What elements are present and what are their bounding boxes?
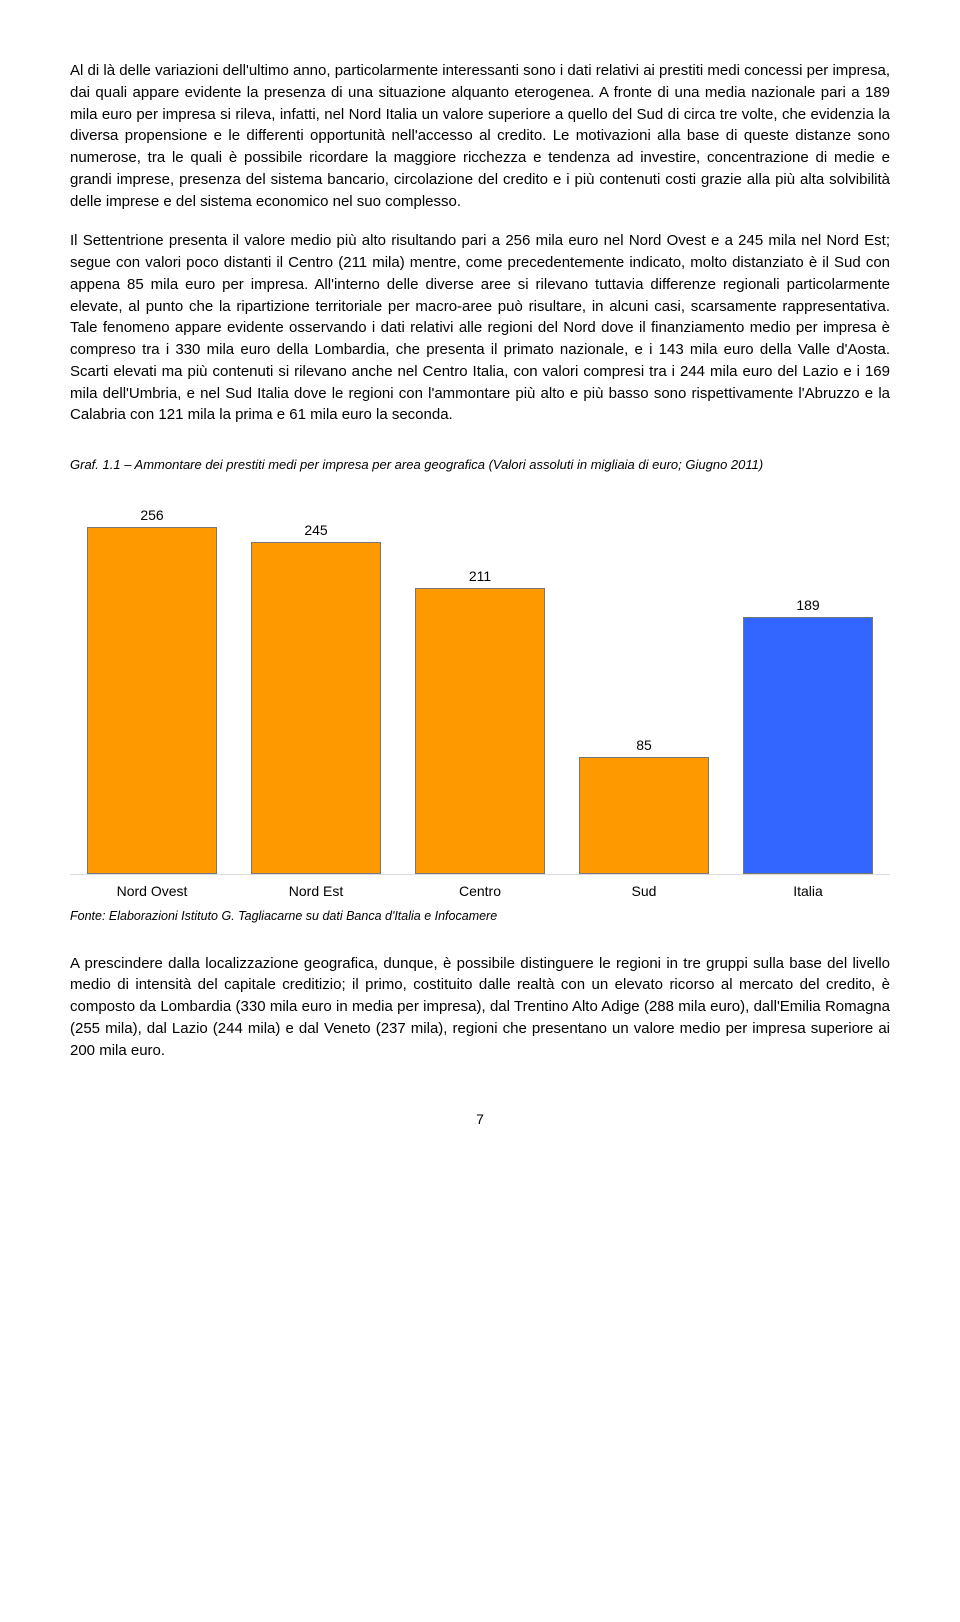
bar-column: 245 <box>234 522 398 874</box>
bar <box>743 617 873 873</box>
chart-caption: Graf. 1.1 – Ammontare dei prestiti medi … <box>70 456 890 474</box>
axis-category-label: Nord Ovest <box>70 883 234 899</box>
bar-column: 256 <box>70 507 234 874</box>
chart-source: Fonte: Elaborazioni Istituto G. Tagliaca… <box>70 909 890 923</box>
bar-column: 189 <box>726 597 890 873</box>
bar <box>415 588 545 874</box>
bar-value-label: 245 <box>304 522 327 538</box>
axis-category-label: Centro <box>398 883 562 899</box>
bar-column: 211 <box>398 568 562 874</box>
bar-value-label: 256 <box>140 507 163 523</box>
bar-value-label: 85 <box>636 737 652 753</box>
bar <box>251 542 381 874</box>
paragraph-2: Il Settentrione presenta il valore medio… <box>70 230 890 426</box>
axis-category-label: Italia <box>726 883 890 899</box>
page-number: 7 <box>70 1111 890 1127</box>
bar-chart: 256 245 211 85 189 Nord OvestNord EstCentroS… <box>70 494 890 899</box>
bar-value-label: 211 <box>469 568 491 584</box>
axis-category-label: Sud <box>562 883 726 899</box>
bar-column: 85 <box>562 737 726 873</box>
bar-value-label: 189 <box>796 597 819 613</box>
bar <box>87 527 217 874</box>
paragraph-3: A prescindere dalla localizzazione geogr… <box>70 953 890 1062</box>
paragraph-1: Al di là delle variazioni dell'ultimo an… <box>70 60 890 212</box>
axis-category-label: Nord Est <box>234 883 398 899</box>
bar <box>579 757 709 873</box>
